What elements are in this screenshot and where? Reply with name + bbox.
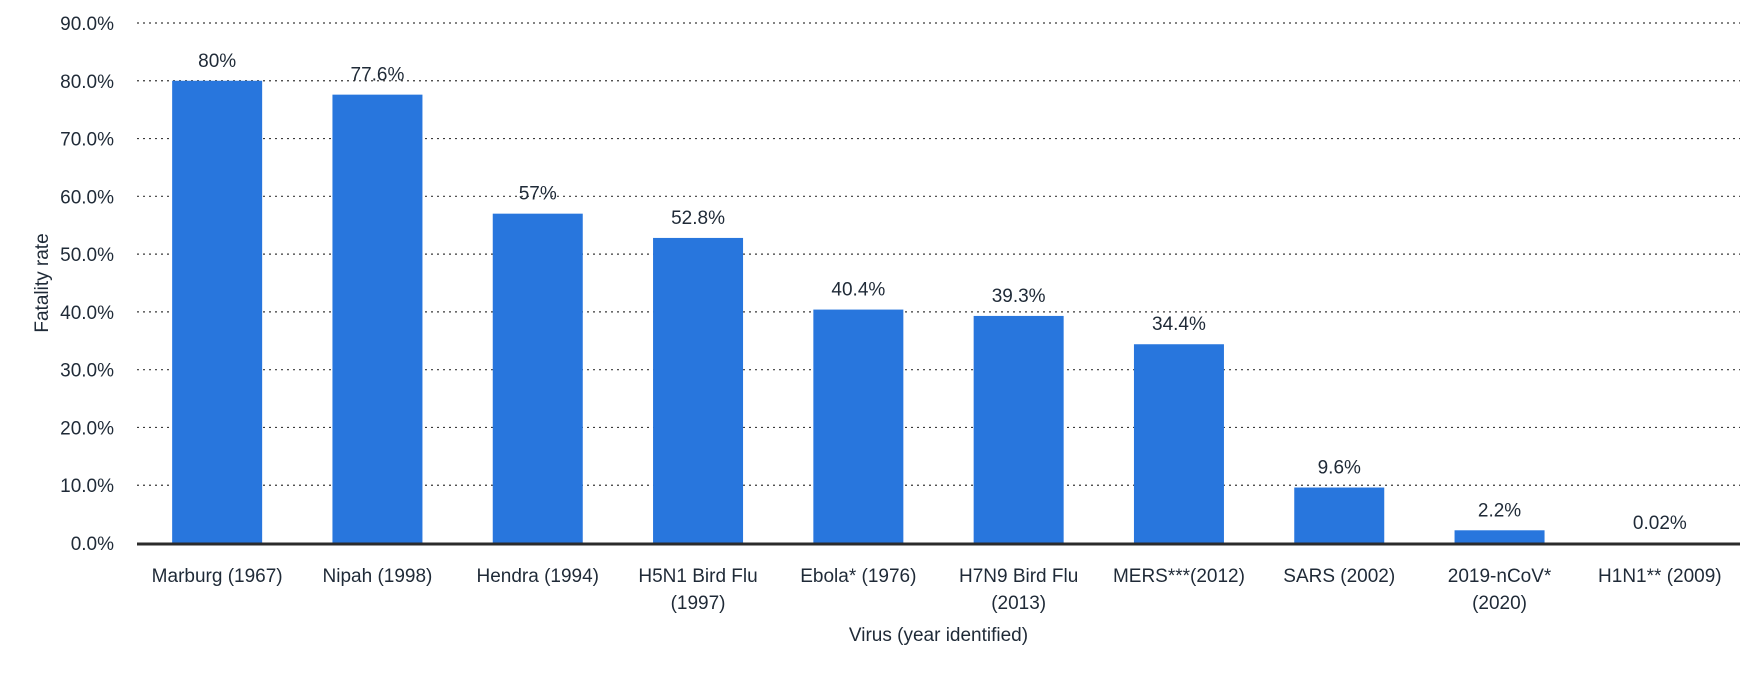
y-axis-title: Fatality rate [32,233,53,332]
data-label: 52.8% [671,208,725,229]
y-tick-label: 90.0% [60,14,114,35]
data-label: 9.6% [1318,458,1361,479]
x-tick-label: H7N9 Bird Flu [959,566,1078,587]
bar [1454,530,1545,543]
data-label: 80% [198,51,236,72]
x-tick-label: Ebola* (1976) [800,566,916,587]
bar [1294,487,1385,543]
bar [332,94,423,544]
x-tick-label: Marburg (1967) [152,566,283,587]
bar [973,315,1064,543]
x-axis-categories: Marburg (1967) Nipah (1998) Hendra (1994) H… [152,566,1722,614]
x-tick-label: Nipah (1998) [323,566,433,587]
data-label: 39.3% [992,286,1046,307]
y-tick-label: 30.0% [60,361,114,382]
data-label: 57% [519,184,557,205]
x-tick-label: (2020) [1472,593,1527,614]
y-tick-label: 40.0% [60,303,114,324]
bars [172,80,1705,544]
x-tick-label: H1N1** (2009) [1598,566,1722,587]
y-tick-label: 0.0% [71,534,114,555]
bar [172,80,263,544]
data-label: 2.2% [1478,500,1521,521]
data-label: 77.6% [351,65,405,86]
x-tick-label: MERS***(2012) [1113,566,1245,587]
y-tick-label: 10.0% [60,476,114,497]
y-tick-label: 50.0% [60,245,114,266]
x-axis-title: Virus (year identified) [849,625,1028,646]
x-tick-label: H5N1 Bird Flu [638,566,757,587]
x-tick-label: Hendra (1994) [476,566,599,587]
bar [492,213,583,543]
y-tick-label: 70.0% [60,130,114,151]
x-tick-label: 2019-nCoV* [1448,566,1552,587]
data-label: 40.4% [831,280,885,301]
y-axis-ticks: 0.0% 10.0% 20.0% 30.0% 40.0% 50.0% 60.0% 70.0% 8… [60,14,114,555]
bar [1133,344,1224,543]
y-tick-label: 80.0% [60,72,114,93]
bar [653,237,744,543]
value-labels: 80% 77.6% 57% 52.8% 40.4% 39.3% 34.4% 9.6% 2.2% 0… [198,51,1687,534]
x-tick-label: SARS (2002) [1283,566,1395,587]
data-label: 34.4% [1152,314,1206,335]
data-label: 0.02% [1633,513,1687,534]
y-tick-label: 20.0% [60,418,114,439]
x-tick-label: (2013) [991,593,1046,614]
bar [813,309,904,543]
y-tick-label: 60.0% [60,187,114,208]
x-tick-label: (1997) [671,593,726,614]
